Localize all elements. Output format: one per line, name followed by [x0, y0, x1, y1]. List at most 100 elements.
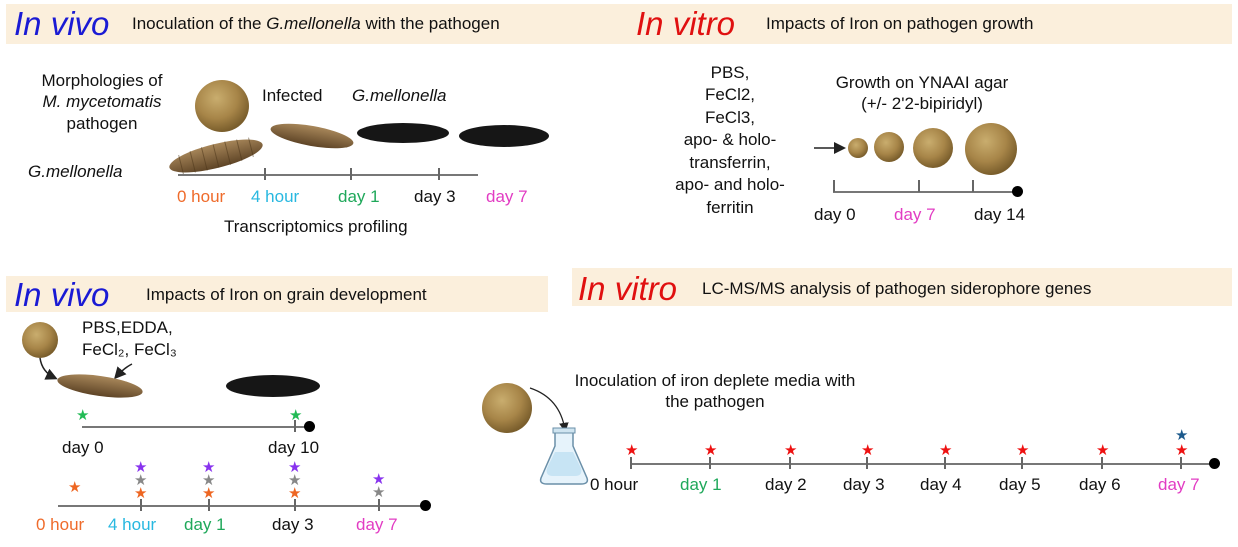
larva-day10: [226, 375, 320, 397]
colony-size-2: [874, 132, 904, 162]
timeline-c2-tick: [140, 499, 142, 511]
transcriptomics-label: Transcriptomics profiling: [224, 217, 408, 236]
panel-a-title-post: with the pathogen: [360, 14, 500, 33]
banner-top: [6, 4, 1232, 44]
treatment-item: FeCl3,: [704, 107, 756, 127]
growth-line1: Growth on YNAAI agar: [835, 73, 1009, 92]
star-marker: ★: [202, 485, 216, 502]
star-marker: ★: [784, 442, 798, 459]
inoculation-line2: the pathogen: [665, 392, 765, 412]
timeline-d-tick: [630, 457, 632, 469]
timeline-c1: [82, 426, 308, 428]
fungal-colony-d: [482, 383, 532, 433]
growth-label: Growth on YNAAI agar (+/- 2'2-bipiridyl): [804, 72, 1040, 115]
colony-size-1: [848, 138, 868, 158]
timepoint-c2-0hour: 0 hour: [36, 515, 85, 534]
treatment-list: PBS, FeCl2, FeCl3, apo- & holo- transfer…: [650, 62, 810, 219]
timepoint-c2-day3: day 3: [272, 515, 314, 534]
timeline-d-tick: [1101, 457, 1103, 469]
treatment-c-line1: PBS,EDDA,: [82, 318, 173, 337]
timeline-b-tick: [918, 180, 920, 192]
treatment-item: transferrin,: [689, 152, 771, 172]
timepoint-c2-day7: day 7: [356, 515, 398, 534]
larva-4hour: [270, 123, 354, 149]
timeline-d: [630, 463, 1214, 465]
timeline-d-tick: [1021, 457, 1023, 469]
timeline-b-tick: [833, 180, 835, 192]
timepoint-a-4hour: 4 hour: [251, 187, 300, 206]
infected-species-label: G.mellonella: [352, 86, 447, 105]
star-marker: ★: [861, 442, 875, 459]
star-marker: ★: [288, 459, 302, 476]
star-marker: ★: [625, 442, 639, 459]
timeline-a-tick: [438, 168, 440, 180]
timepoint-a-day3: day 3: [414, 187, 456, 206]
timeline-d-tick: [944, 457, 946, 469]
star-marker: ★: [134, 472, 148, 489]
star-marker: ★: [1175, 442, 1189, 459]
inoculation-arrow-c: [39, 357, 58, 380]
star-marker: ★: [134, 459, 148, 476]
star-marker: ★: [1016, 442, 1030, 459]
treatment-c-line2: FeCl₂, FeCl₃: [82, 340, 177, 359]
timeline-a-tick: [350, 168, 352, 180]
panel-d-tag: In vitro: [578, 270, 678, 307]
timepoint-a-0hour: 0 hour: [177, 187, 226, 206]
banner-bottom-right: [572, 268, 1232, 306]
timepoint-a-day1: day 1: [338, 187, 380, 206]
star-marker: ★: [288, 472, 302, 489]
morphology-line2: M. mycetomatis: [42, 92, 162, 112]
infected-label: Infected: [262, 86, 323, 105]
timeline-d-tick: [866, 457, 868, 469]
panel-a-title-species: G.mellonella: [266, 14, 361, 33]
timeline-c2-tick: [294, 499, 296, 511]
star-marker: ★: [704, 442, 718, 459]
timepoint-d-day6: day 6: [1079, 475, 1121, 494]
timepoint-d-day3: day 3: [843, 475, 885, 494]
morphology-line1: Morphologies of: [41, 71, 163, 90]
colony-size-4: [965, 123, 1017, 175]
morphology-line3: pathogen: [66, 113, 138, 133]
treatment-item: apo- & holo-: [683, 130, 777, 150]
banner-bottom-left: [6, 276, 548, 312]
panel-b-title: Impacts of Iron on pathogen growth: [766, 14, 1034, 33]
treatment-item: FeCl2,: [704, 85, 756, 105]
larva-treated: [57, 374, 143, 398]
timepoint-d-day7: day 7: [1158, 475, 1200, 494]
timepoint-d-0hour: 0 hour: [590, 475, 639, 494]
star-marker: ★: [134, 485, 148, 502]
timepoint-b-day0: day 0: [814, 205, 856, 224]
fungal-colony-small: [22, 322, 58, 358]
timeline-c2-tick: [208, 499, 210, 511]
panel-a-tag: In vivo: [14, 5, 110, 42]
timeline-d-tick: [1180, 457, 1182, 469]
treatment-arrow-c: [114, 363, 133, 380]
star-marker: ★: [288, 485, 302, 502]
inoculation-line1: Inoculation of iron deplete media with: [574, 371, 856, 390]
timepoint-b-day7: day 7: [894, 205, 936, 224]
host-label: G.mellonella: [28, 162, 123, 181]
colony-size-3: [913, 128, 953, 168]
timeline-c2-tick: [378, 499, 380, 511]
timepoint-d-day2: day 2: [765, 475, 807, 494]
star-marker: ★: [1096, 442, 1110, 459]
star-marker: ★: [202, 472, 216, 489]
star-marker: ★: [372, 471, 386, 488]
panel-a-title-pre: Inoculation of the: [132, 14, 267, 33]
star-marker: ★: [76, 407, 90, 424]
timepoint-d-day4: day 4: [920, 475, 962, 494]
treatment-item: PBS,: [710, 63, 750, 82]
timepoint-c2-4hour: 4 hour: [108, 515, 157, 534]
timepoint-b-day14: day 14: [974, 205, 1026, 224]
morphology-label: Morphologies of M. mycetomatis pathogen: [18, 70, 186, 134]
timepoint-c2-day1: day 1: [184, 515, 226, 534]
panel-a-title: Inoculation of the G.mellonella with the…: [132, 14, 500, 34]
timeline-c2-end: [420, 500, 431, 511]
timepoint-d-day5: day 5: [999, 475, 1041, 494]
timeline-d-tick: [789, 457, 791, 469]
timeline-c1-tick: [294, 420, 296, 432]
timepoint-c1-day10: day 10: [268, 438, 320, 457]
timeline-a: [178, 174, 478, 176]
timeline-d-end: [1209, 458, 1220, 469]
larva-day7: [459, 125, 549, 147]
